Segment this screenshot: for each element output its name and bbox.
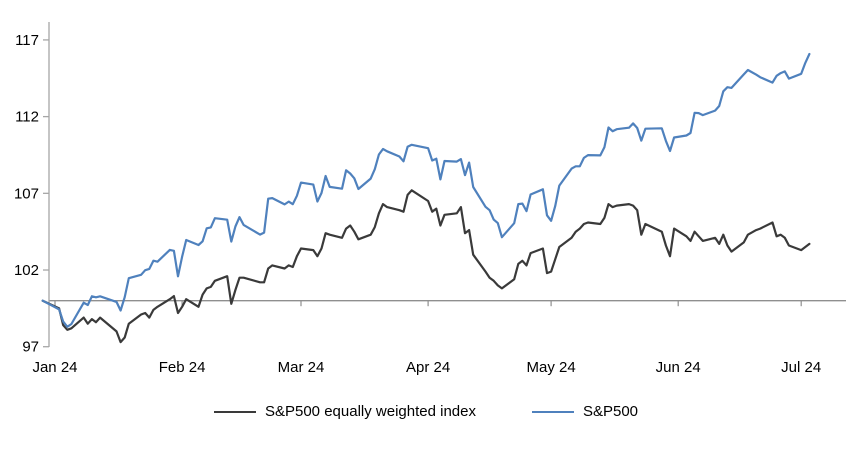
legend-item-equal-weight: S&P500 equally weighted index bbox=[213, 403, 476, 420]
y-axis-label: 97 bbox=[22, 339, 39, 356]
x-axis-label: Jan 24 bbox=[32, 359, 77, 376]
legend-label-sp500: S&P500 bbox=[582, 403, 639, 420]
series-line-sp500 bbox=[41, 52, 811, 328]
y-axis-label: 112 bbox=[15, 109, 39, 126]
series-line-equal-weight bbox=[41, 189, 811, 344]
x-axis-label: May 24 bbox=[526, 359, 575, 376]
x-axis-label: Mar 24 bbox=[278, 359, 325, 376]
y-axis-label: 107 bbox=[14, 185, 39, 202]
legend-label-equal-weight: S&P500 equally weighted index bbox=[264, 403, 476, 420]
x-axis-label: Jun 24 bbox=[656, 359, 701, 376]
x-axis-label: Jul 24 bbox=[781, 359, 821, 376]
line-chart: Jan 24 Feb 24 Mar 24 Apr 24 May 24 Jun 24 Jul … bbox=[14, 22, 846, 376]
chart-legend: S&P500 equally weighted index S&P500 bbox=[0, 404, 852, 419]
y-axis-label: 102 bbox=[14, 262, 39, 279]
x-axis-label: Feb 24 bbox=[159, 359, 206, 376]
legend-item-sp500: S&P500 bbox=[531, 403, 639, 420]
y-axis-label: 117 bbox=[15, 32, 39, 49]
x-axis-label: Apr 24 bbox=[406, 359, 450, 376]
legend-line-sample-sp500 bbox=[531, 410, 574, 413]
legend-line-sample-equal-weight bbox=[213, 410, 256, 413]
